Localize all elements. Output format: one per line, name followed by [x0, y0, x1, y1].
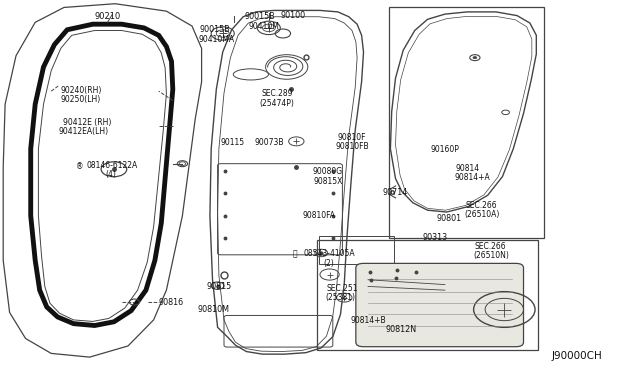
Text: 08146-6122A: 08146-6122A — [86, 161, 138, 170]
Text: 90313: 90313 — [422, 233, 447, 242]
Text: 90410MA: 90410MA — [198, 35, 234, 44]
Text: SEC.251: SEC.251 — [326, 284, 358, 293]
Text: 90080G: 90080G — [312, 167, 342, 176]
Text: 90810F: 90810F — [338, 133, 367, 142]
Text: (26510N): (26510N) — [474, 251, 509, 260]
Circle shape — [177, 161, 188, 167]
Text: 90810FB: 90810FB — [335, 142, 369, 151]
Circle shape — [473, 57, 477, 59]
Text: 90810M: 90810M — [197, 305, 229, 314]
Text: 90816: 90816 — [159, 298, 184, 307]
Text: 08543-4105A: 08543-4105A — [304, 249, 356, 258]
Text: 90240(RH): 90240(RH) — [61, 86, 102, 94]
Text: 90412EA(LH): 90412EA(LH) — [59, 127, 109, 136]
Text: J90000CH: J90000CH — [552, 352, 602, 361]
Text: SEC.266: SEC.266 — [466, 201, 497, 210]
Text: 90115: 90115 — [221, 138, 245, 147]
Text: SEC.266: SEC.266 — [475, 242, 506, 251]
Text: (25381): (25381) — [325, 293, 355, 302]
Text: 90814+B: 90814+B — [351, 316, 387, 325]
Text: 90210: 90210 — [95, 12, 121, 21]
Text: ®: ® — [76, 162, 83, 171]
Text: 90160P: 90160P — [430, 145, 459, 154]
Text: 90100: 90100 — [280, 11, 305, 20]
Text: 90250(LH): 90250(LH) — [61, 95, 101, 104]
Text: Ⓢ: Ⓢ — [293, 249, 298, 258]
Text: 90812N: 90812N — [385, 325, 417, 334]
Text: 90412E (RH): 90412E (RH) — [63, 118, 111, 126]
Text: 90814+A: 90814+A — [454, 173, 490, 182]
Text: 90714: 90714 — [383, 188, 408, 197]
FancyBboxPatch shape — [356, 263, 524, 347]
Text: 90815X: 90815X — [314, 177, 343, 186]
Text: 90815: 90815 — [206, 282, 231, 291]
Text: 90073B: 90073B — [255, 138, 284, 147]
Text: (25474P): (25474P) — [260, 99, 294, 108]
Text: 90801: 90801 — [436, 214, 461, 223]
Text: (4): (4) — [106, 170, 116, 179]
Text: 90015B: 90015B — [244, 12, 275, 21]
Text: 90810FA: 90810FA — [302, 211, 335, 220]
Text: 90410M: 90410M — [248, 22, 279, 31]
Text: SEC.289: SEC.289 — [261, 89, 292, 98]
Text: (26510A): (26510A) — [465, 210, 500, 219]
Text: (2): (2) — [323, 259, 334, 267]
Text: 90814: 90814 — [456, 164, 480, 173]
Text: 90015B: 90015B — [200, 25, 230, 34]
